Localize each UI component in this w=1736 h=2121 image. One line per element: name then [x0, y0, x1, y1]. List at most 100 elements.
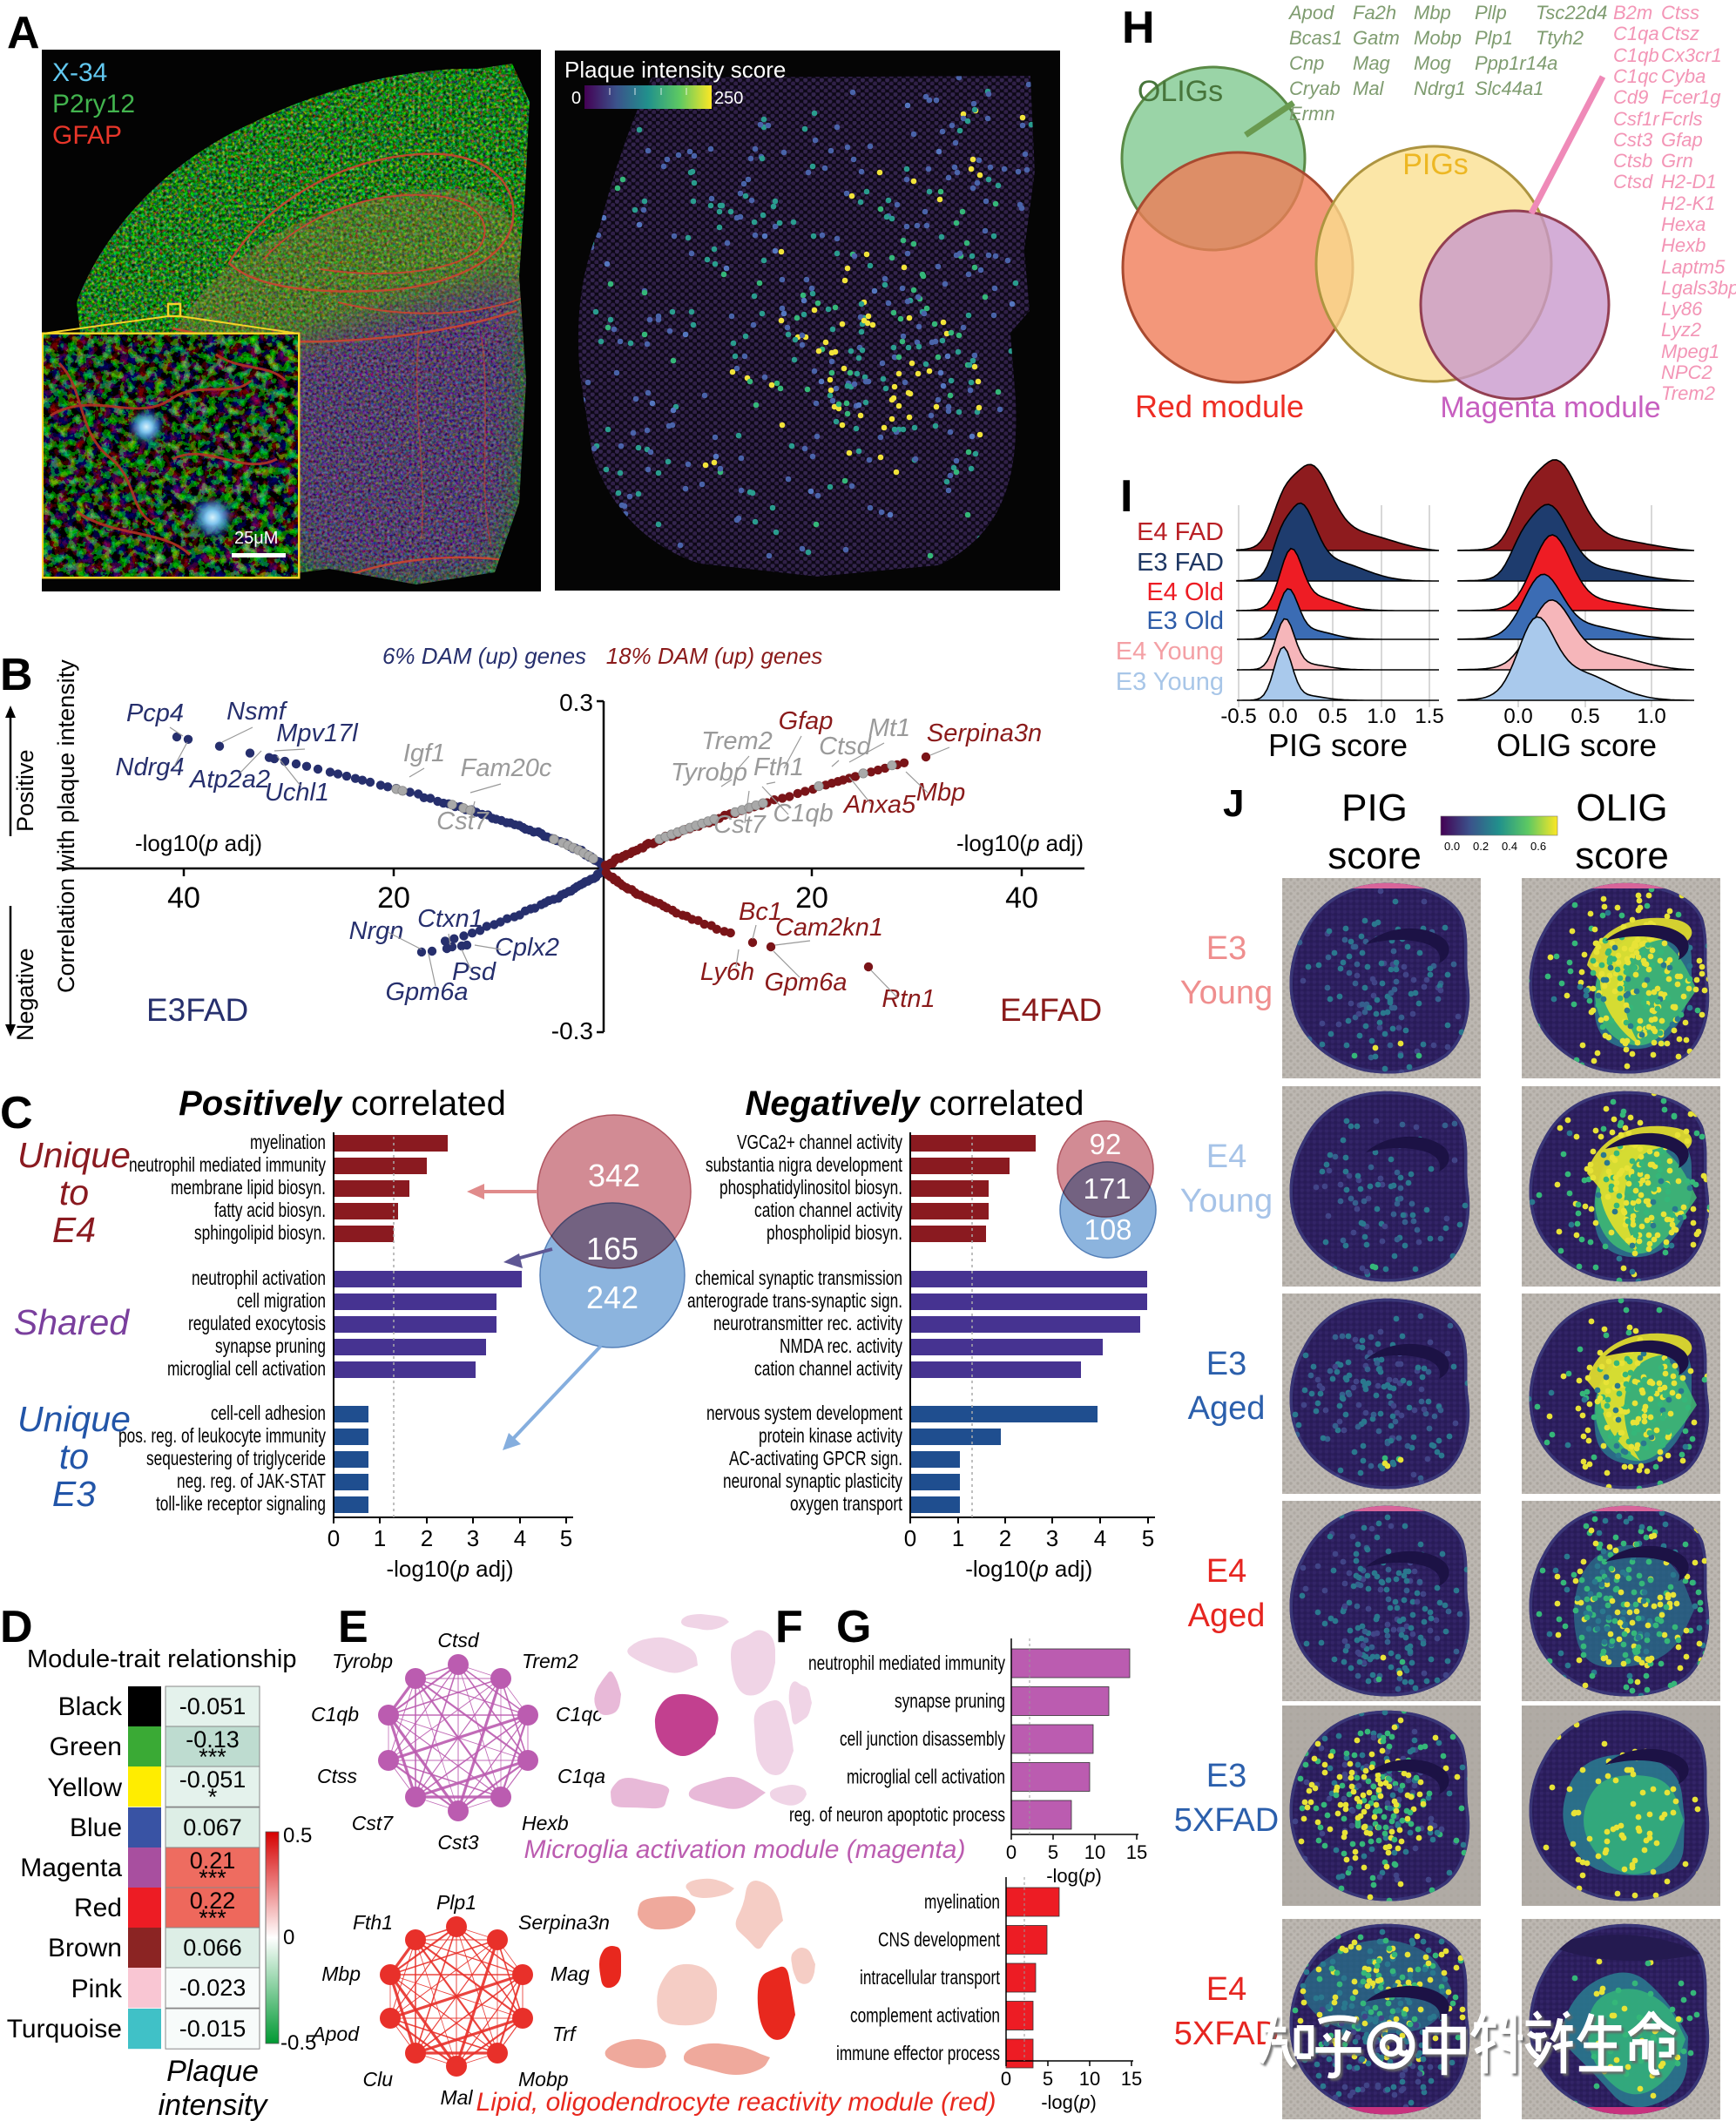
- svg-text:-0.051: -0.051: [179, 1693, 247, 1719]
- svg-text:NPC2: NPC2: [1661, 361, 1712, 383]
- svg-text:AC-activating GPCR sign.: AC-activating GPCR sign.: [729, 1447, 902, 1469]
- svg-text:Serpina3n: Serpina3n: [518, 1911, 610, 1934]
- svg-text:E4 FAD: E4 FAD: [1137, 518, 1224, 546]
- svg-text:synapse pruning: synapse pruning: [215, 1334, 326, 1357]
- svg-text:5: 5: [1048, 1841, 1058, 1863]
- svg-text:to: to: [59, 1436, 89, 1476]
- svg-text:6% DAM (up) genes: 6% DAM (up) genes: [382, 645, 586, 669]
- svg-text:Apod: Apod: [1287, 2, 1334, 24]
- svg-text:Mbp: Mbp: [321, 1962, 361, 1985]
- svg-text:oxygen transport: oxygen transport: [790, 1492, 902, 1515]
- svg-text:to: to: [59, 1172, 89, 1212]
- svg-text:5XFAD: 5XFAD: [1174, 2016, 1279, 2052]
- svg-text:Anxa5: Anxa5: [842, 791, 916, 819]
- svg-text:Mog: Mog: [1414, 52, 1452, 74]
- svg-text:92: 92: [1090, 1128, 1122, 1160]
- svg-text:Cnp: Cnp: [1289, 52, 1324, 74]
- svg-text:Lgals3bp: Lgals3bp: [1661, 277, 1736, 299]
- svg-text:Brown: Brown: [48, 1934, 122, 1962]
- svg-text:Ctsd: Ctsd: [1613, 171, 1653, 193]
- svg-text:15: 15: [1121, 2068, 1142, 2090]
- svg-text:Ppp1r14a: Ppp1r14a: [1475, 52, 1557, 74]
- svg-text:Apod: Apod: [310, 2023, 360, 2045]
- svg-text:Cd9: Cd9: [1613, 86, 1648, 108]
- svg-text:H2-D1: H2-D1: [1661, 171, 1717, 193]
- svg-text:microglial cell activation: microglial cell activation: [847, 1766, 1005, 1788]
- svg-text:Mt1: Mt1: [868, 714, 910, 742]
- svg-text:E4: E4: [1206, 1971, 1246, 2008]
- svg-text:Ctsd: Ctsd: [819, 733, 872, 760]
- svg-text:Plaque intensity score: Plaque intensity score: [564, 57, 786, 83]
- svg-text:0.067: 0.067: [183, 1814, 242, 1841]
- svg-text:Module-trait relationship: Module-trait relationship: [27, 1645, 296, 1673]
- svg-text:Magenta module: Magenta module: [1440, 391, 1660, 424]
- svg-text:E4: E4: [52, 1210, 96, 1250]
- svg-text:0: 0: [283, 1926, 294, 1949]
- svg-text:Red module: Red module: [1135, 388, 1304, 424]
- svg-text:-log(p): -log(p): [1046, 1865, 1102, 1887]
- svg-text:Mag: Mag: [1353, 52, 1391, 74]
- svg-text:Ctsd: Ctsd: [437, 1629, 480, 1652]
- svg-text:Igf1: Igf1: [403, 740, 445, 767]
- svg-text:0.22: 0.22: [190, 1888, 236, 1914]
- svg-text:Ndrg1: Ndrg1: [1414, 78, 1466, 99]
- svg-text:E4 Young: E4 Young: [1116, 638, 1224, 665]
- svg-text:protein kinase activity: protein kinase activity: [759, 1424, 902, 1447]
- svg-text:Microglia activation module (m: Microglia activation module (magenta): [524, 1835, 966, 1864]
- svg-text:C1qa: C1qa: [557, 1765, 605, 1787]
- svg-text:Trf: Trf: [552, 2023, 578, 2045]
- svg-text:neg. reg. of JAK-STAT: neg. reg. of JAK-STAT: [177, 1469, 326, 1492]
- svg-text:2: 2: [999, 1525, 1011, 1551]
- svg-text:nervous system development: nervous system development: [706, 1402, 902, 1424]
- svg-text:intracellular transport: intracellular transport: [860, 1966, 1000, 1989]
- svg-text:Fth1: Fth1: [353, 1911, 393, 1934]
- svg-text:Mpv17l: Mpv17l: [276, 719, 359, 747]
- svg-text:0: 0: [1001, 2068, 1011, 2090]
- svg-text:Lipid, oligodendrocyte reactiv: Lipid, oligodendrocyte reactivity module…: [476, 2088, 996, 2117]
- svg-text:cation channel activity: cation channel activity: [754, 1357, 902, 1380]
- svg-text:Cyba: Cyba: [1661, 65, 1706, 87]
- svg-text:Atp2a2: Atp2a2: [188, 766, 270, 794]
- svg-text:1: 1: [952, 1525, 964, 1551]
- svg-text:5: 5: [1043, 2068, 1053, 2090]
- svg-text:E4FAD: E4FAD: [1000, 992, 1102, 1028]
- svg-text:Rtn1: Rtn1: [882, 985, 935, 1013]
- svg-text:1.5: 1.5: [1415, 705, 1443, 728]
- svg-text:Aged: Aged: [1188, 1598, 1266, 1634]
- svg-text:Blue: Blue: [70, 1814, 122, 1842]
- svg-text:PIG score: PIG score: [1268, 727, 1408, 763]
- svg-text:***: ***: [199, 1744, 226, 1770]
- svg-text:Tyrobp: Tyrobp: [671, 759, 747, 787]
- svg-text:-log10(p adj): -log10(p adj): [956, 830, 1084, 856]
- svg-text:OLIG score: OLIG score: [1496, 727, 1657, 763]
- svg-text:Hexb: Hexb: [1661, 234, 1706, 256]
- svg-text:Cst7: Cst7: [436, 807, 490, 835]
- svg-text:regulated exocytosis: regulated exocytosis: [188, 1312, 326, 1334]
- svg-text:Cst7: Cst7: [352, 1812, 395, 1834]
- svg-text:intensity: intensity: [159, 2089, 269, 2121]
- svg-text:E4: E4: [1206, 1138, 1246, 1175]
- svg-text:C1qb: C1qb: [311, 1703, 359, 1726]
- svg-text:E3 Old: E3 Old: [1146, 607, 1224, 635]
- svg-text:0: 0: [328, 1525, 340, 1551]
- svg-text:PIG: PIG: [1341, 787, 1408, 829]
- svg-text:0.4: 0.4: [1502, 840, 1517, 853]
- svg-text:phospholipid biosyn.: phospholipid biosyn.: [767, 1221, 902, 1244]
- svg-text:*: *: [208, 1784, 218, 1810]
- svg-text:0: 0: [571, 89, 581, 108]
- svg-text:Psd: Psd: [452, 958, 496, 986]
- svg-text:Positively correlated: Positively correlated: [179, 1084, 506, 1123]
- svg-text:5: 5: [560, 1525, 572, 1551]
- svg-text:Ctsb: Ctsb: [1613, 150, 1652, 172]
- svg-text:chemical synaptic transmission: chemical synaptic transmission: [695, 1267, 902, 1289]
- svg-text:3: 3: [1046, 1525, 1058, 1551]
- svg-text:C1qb: C1qb: [1613, 44, 1659, 66]
- svg-text:Negative: Negative: [12, 948, 38, 1041]
- svg-text:neutrophil mediated immunity: neutrophil mediated immunity: [808, 1652, 1005, 1674]
- svg-text:C1qc: C1qc: [556, 1703, 603, 1726]
- svg-text:Fcrls: Fcrls: [1661, 108, 1703, 130]
- svg-text:-0.5: -0.5: [280, 2031, 316, 2055]
- svg-text:0.0: 0.0: [1268, 705, 1297, 728]
- svg-text:E3: E3: [1206, 1346, 1246, 1382]
- svg-text:Laptm5: Laptm5: [1661, 256, 1726, 278]
